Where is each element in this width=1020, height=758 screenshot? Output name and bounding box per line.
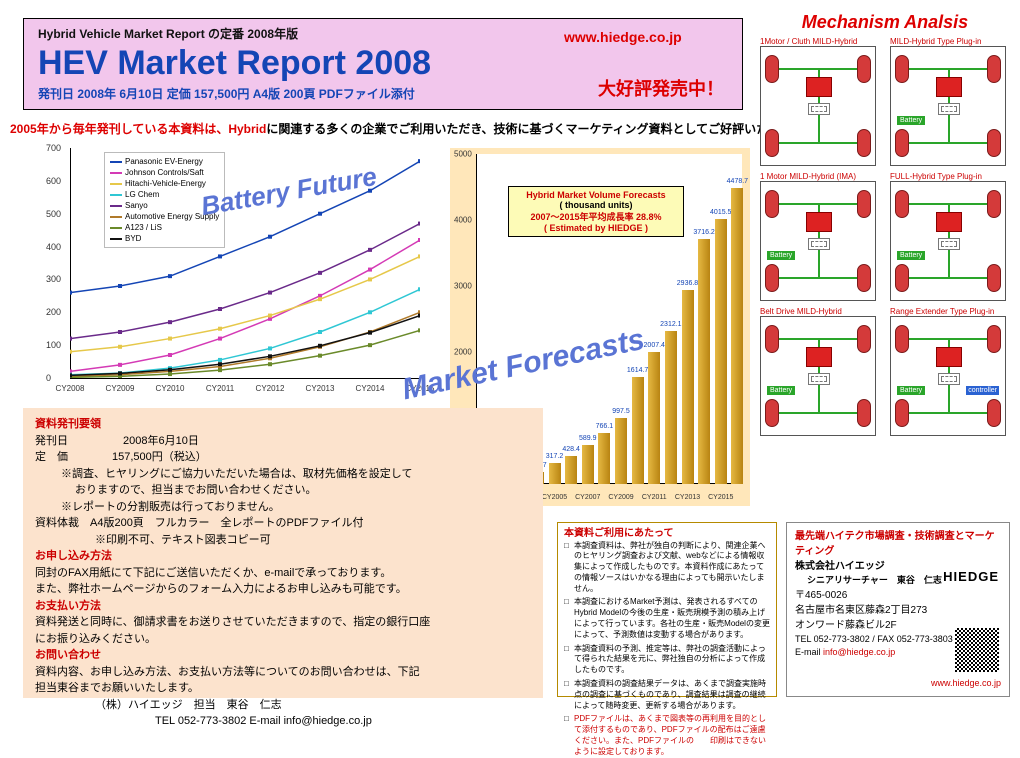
info-l2: 定 価 157,500円（税込） (35, 449, 531, 466)
mech-cell-5: Range Extender Type Plug-inBatterycontro… (890, 307, 1010, 436)
usage-item-0: 本調査資料は、弊社が独自の判断により、関連企業へのヒヤリング調査および文献、we… (564, 541, 770, 595)
usage-item-3: 本調査資料の調査結果データは、あくまで調査実施時点の調査に基づくものであり、調査… (564, 679, 770, 711)
hiedge-logo: HIEDGE (943, 567, 999, 587)
mechanism-panel: Mechanism Analsis 1Motor / Cluth MILD-Hy… (760, 12, 1010, 436)
header-url[interactable]: www.hiedge.co.jp (564, 29, 682, 45)
info-l7: 同封のFAX用紙にて下記にご送信いただくか、e-mailで承っております。 (35, 565, 531, 582)
header-badge: 大好評発売中！ (598, 75, 724, 101)
info-l14: TEL 052-773-3802 E-mail info@hiedge.co.j… (35, 713, 531, 730)
info-l3b: おりますので、担当までお問い合わせください。 (35, 482, 531, 499)
info-l3: ※調査、ヒヤリングにご協力いただいた場合は、取材先価格を設定して (35, 466, 531, 483)
mech-cell-1: MILD-Hybrid Type Plug-inBattery (890, 37, 1010, 166)
company-url[interactable]: www.hiedge.co.jp (931, 677, 1001, 691)
intro-red: 2005年から毎年発刊している本資料は、Hybrid (10, 122, 266, 136)
info-h2: お申し込み方法 (35, 548, 531, 565)
info-l9: 資料発送と同時に、御請求書をお送りさせていただきますので、指定の銀行口座 (35, 614, 531, 631)
info-h3: お支払い方法 (35, 598, 531, 615)
company-addr: 名古屋市名東区藤森2丁目273 (795, 603, 1001, 618)
usage-item-2: 本調査資料の予測、推定等は、弊社の調査活動によって得られた結果を元に、弊社独自の… (564, 644, 770, 676)
fb-l1: Hybrid Market Volume Forecasts (512, 190, 680, 200)
lc-x-axis (70, 378, 420, 379)
usage-notes: 本資料ご利用にあたって 本調査資料は、弊社が独自の判断により、関連企業へのヒヤリ… (557, 522, 777, 697)
usage-item-1: 本調査におけるMarket予測は、発表されるすべてのHybrid Modelの今… (564, 597, 770, 640)
info-l11: 資料内容、お申し込み方法、お支払い方法等についてのお問い合わせは、下記 (35, 664, 531, 681)
info-l13: （株）ハイエッジ 担当 東谷 仁志 (35, 697, 531, 714)
company-hd: 最先端ハイテク市場調査・技術調査とマーケティング (795, 529, 1001, 559)
fb-l4: ( Estimated by HIEDGE ) (512, 223, 680, 233)
info-l12: 担当東谷までお願いいたします。 (35, 680, 531, 697)
info-h1: 資料発刊要領 (35, 416, 531, 433)
company-zip: 〒465-0026 (795, 588, 1001, 603)
info-l1: 発刊日 2008年6月10日 (35, 433, 531, 450)
mech-cell-2: 1 Motor MILD-Hybrid (IMA)Battery (760, 172, 880, 301)
mech-cell-4: Belt Drive MILD-HybridBattery (760, 307, 880, 436)
publication-info: 資料発刊要領 発刊日 2008年6月10日 定 価 157,500円（税込） ※… (23, 408, 543, 698)
fb-l3: 2007～2015年平均成長率 28.8% (512, 210, 680, 223)
intro-line: 2005年から毎年発刊している本資料は、Hybridに関連する多くの企業でご利用… (10, 120, 862, 137)
header-box: Hybrid Vehicle Market Report の定番 2008年版 … (23, 18, 743, 110)
usage-hd: 本資料ご利用にあたって (564, 527, 770, 541)
mechanism-title: Mechanism Analsis (760, 12, 1010, 33)
info-l6: ※印刷不可、テキスト図表コピー可 (35, 532, 531, 549)
company-box: 最先端ハイテク市場調査・技術調査とマーケティング 株式会社ハイエッジ シニアリサ… (786, 522, 1010, 697)
battery-line-chart: 0100200300400500600700CY2008CY2009CY2010… (40, 148, 435, 393)
fb-l2: ( thousand units) (512, 200, 680, 210)
info-l4: ※レポートの分割販売は行っておりません。 (35, 499, 531, 516)
mech-cell-0: 1Motor / Cluth MILD-Hybrid (760, 37, 880, 166)
info-l10: にお振り込みください。 (35, 631, 531, 648)
mech-cell-3: FULL-Hybrid Type Plug-inBattery (890, 172, 1010, 301)
forecast-box: Hybrid Market Volume Forecasts ( thousan… (508, 186, 684, 237)
info-h4: お問い合わせ (35, 647, 531, 664)
info-l8: また、弊社ホームページからのフォーム入力によるお申し込みも可能です。 (35, 581, 531, 598)
info-l5: 資料体裁 A4版200頁 フルカラー 全レポートのPDFファイル付 (35, 515, 531, 532)
qr-code-icon (955, 628, 999, 672)
